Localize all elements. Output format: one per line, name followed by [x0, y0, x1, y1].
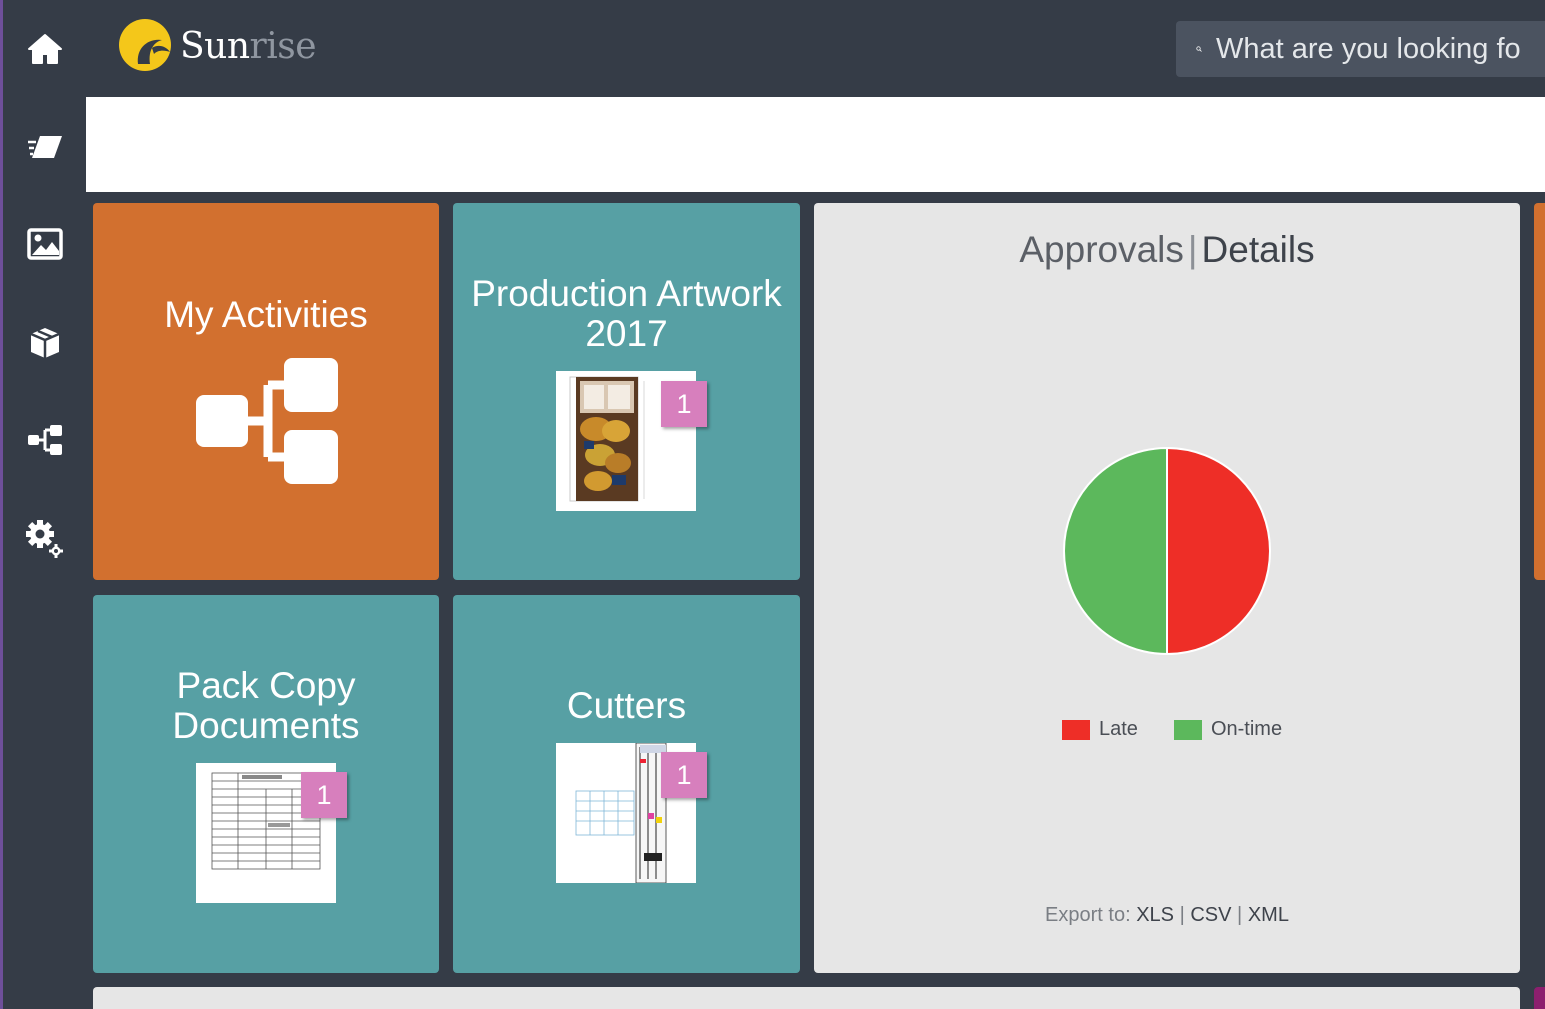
legend-swatch-late [1062, 719, 1090, 740]
details-link[interactable]: Details [1201, 229, 1315, 270]
tile-cutters[interactable]: Cutters 1 [453, 595, 800, 973]
box-icon [30, 328, 59, 358]
legend-label-late: Late [1099, 718, 1138, 740]
artwork-thumbnail[interactable] [556, 371, 696, 511]
tile-title-line1: Pack Copy [176, 665, 356, 706]
search-icon [1196, 46, 1202, 52]
tile-title-line2: Documents [172, 705, 360, 746]
document-preview-image [211, 772, 321, 870]
workflow-icon [27, 425, 62, 455]
window-edge [0, 0, 3, 1009]
sidebar-item-eraser[interactable] [3, 112, 86, 182]
bottom-tile-partial[interactable] [1534, 987, 1545, 1009]
export-csv-link[interactable]: CSV [1190, 904, 1232, 926]
eraser-icon [27, 136, 62, 158]
legend-swatch-on-time [1173, 719, 1202, 740]
sidebar-item-packaging[interactable] [3, 308, 86, 378]
count-badge: 1 [661, 381, 707, 427]
sidebar-item-settings[interactable] [3, 504, 86, 574]
legend-item-late[interactable]: Late [1062, 718, 1138, 741]
settings-gear-icon [25, 520, 63, 558]
chart-legend: Late On-time [1062, 718, 1318, 741]
export-xml-link[interactable]: XML [1247, 904, 1289, 926]
legend-label-on-time: On-time [1210, 718, 1283, 740]
pie-slice-on-time[interactable] [1063, 446, 1168, 656]
header-banner [86, 97, 1545, 192]
workflow-icon [196, 358, 338, 484]
export-bar: Export to: XLS | CSV | XML [814, 904, 1520, 927]
logo-wordmark: Sunrise [180, 25, 317, 67]
tile-title: Cutters [566, 685, 687, 726]
export-xls-link[interactable]: XLS [1136, 904, 1175, 926]
panel-title: Approvals | Details [814, 229, 1520, 271]
tile-title-line2: 2017 [585, 313, 668, 354]
approvals-panel: Approvals | Details Late On-time Export to… [814, 203, 1520, 973]
export-separator: | [1179, 904, 1185, 926]
sidebar-item-workflow[interactable] [3, 405, 86, 475]
approvals-title: Approvals [1019, 229, 1184, 270]
app-logo[interactable]: Sunrise [118, 18, 317, 74]
export-separator: | [1237, 904, 1243, 926]
home-icon [27, 34, 62, 64]
export-label: Export to: [1045, 904, 1131, 926]
bottom-panel-partial [93, 987, 1520, 1009]
sidebar [3, 0, 86, 1009]
tile-production-artwork[interactable]: Production Artwork 2017 1 [453, 203, 800, 580]
legend-item-on-time[interactable]: On-time [1173, 718, 1283, 741]
sunrise-logo-icon [119, 19, 171, 71]
sidebar-item-home[interactable] [3, 14, 86, 84]
tile-my-activities[interactable]: My Activities [93, 203, 439, 580]
next-tile-partial[interactable] [1534, 203, 1545, 580]
count-badge: 1 [301, 772, 347, 818]
search-box[interactable] [1176, 21, 1545, 77]
search-input[interactable] [1216, 32, 1545, 66]
title-separator: | [1187, 229, 1198, 270]
approvals-pie-chart [1063, 446, 1271, 656]
tile-title: My Activities [164, 294, 368, 335]
image-icon [26, 228, 63, 260]
sidebar-item-images[interactable] [3, 209, 86, 279]
artwork-preview-image [569, 376, 645, 502]
cutter-preview-image [575, 743, 667, 883]
tile-pack-copy-documents[interactable]: Pack Copy Documents 1 [93, 595, 439, 973]
pie-slice-late[interactable] [1166, 446, 1271, 656]
tile-title-line1: Production Artwork [471, 273, 782, 314]
count-badge: 1 [661, 752, 707, 798]
